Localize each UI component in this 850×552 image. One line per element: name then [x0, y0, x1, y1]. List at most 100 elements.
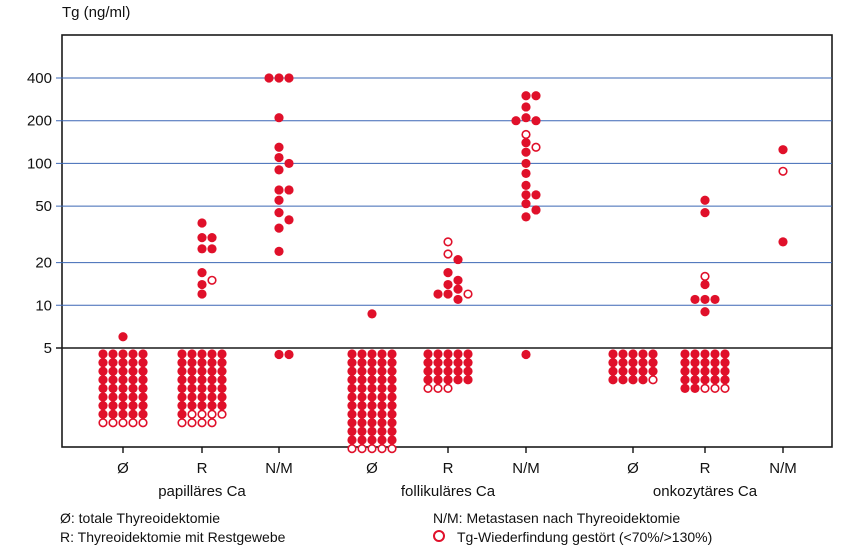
- below-5-point: [357, 392, 367, 402]
- below-5-point: [377, 349, 387, 359]
- data-point: [531, 91, 541, 101]
- below-5-disturbed-point: [387, 444, 397, 454]
- below-5-point: [118, 375, 128, 385]
- below-5-point: [443, 358, 453, 368]
- below-5-point: [138, 349, 148, 359]
- below-5-point: [197, 383, 207, 393]
- below-5-point: [377, 375, 387, 385]
- below-5-point: [357, 375, 367, 385]
- data-point: [453, 294, 463, 305]
- data-point: [521, 147, 531, 157]
- below-5-point: [700, 349, 710, 359]
- below-5-point: [108, 375, 118, 385]
- data-point: [274, 185, 284, 195]
- data-point: [521, 138, 531, 148]
- below-5-point: [720, 375, 730, 385]
- hollow-circle-icon: [433, 530, 445, 542]
- below-5-point: [700, 358, 710, 368]
- below-5-point: [387, 418, 397, 428]
- below-5-point: [347, 435, 357, 445]
- below-5-point: [207, 401, 217, 411]
- below-5-point: [628, 366, 638, 376]
- below-5-point: [357, 383, 367, 393]
- below-5-point: [618, 366, 628, 376]
- below-5-point: [347, 366, 357, 376]
- below-5-point: [680, 375, 690, 385]
- group-label: papilläres Ca: [158, 483, 246, 500]
- below-5-point: [207, 383, 217, 393]
- x-tick-label: Ø: [366, 460, 378, 477]
- below-5-point: [720, 366, 730, 376]
- below-5-point: [638, 375, 648, 385]
- below-5-point: [177, 358, 187, 368]
- below-5-point: [118, 349, 128, 359]
- below-5-disturbed-point: [187, 418, 197, 428]
- data-point: [284, 349, 294, 360]
- data-point: [264, 73, 274, 83]
- data-point: [531, 116, 541, 126]
- data-point: [690, 294, 700, 305]
- below-5-point: [367, 435, 377, 445]
- below-5-point: [680, 366, 690, 376]
- disturbed-point: [700, 271, 710, 281]
- data-point: [453, 284, 463, 294]
- below-5-point: [377, 401, 387, 411]
- below-5-point: [98, 349, 108, 359]
- data-point: [453, 275, 463, 285]
- below-5-point: [377, 366, 387, 376]
- data-point: [274, 349, 284, 360]
- below-5-point: [138, 409, 148, 419]
- group-label: follikuläres Ca: [401, 483, 496, 500]
- below-5-point: [700, 366, 710, 376]
- below-5-point: [377, 418, 387, 428]
- below-5-point: [357, 401, 367, 411]
- below-5-point: [680, 383, 690, 393]
- data-point: [284, 158, 294, 169]
- below-5-point: [387, 401, 397, 411]
- below-5-point: [387, 375, 397, 385]
- below-5-point: [710, 349, 720, 359]
- y-tick-label: 5: [44, 340, 52, 357]
- data-point: [453, 254, 463, 265]
- data-point: [197, 233, 207, 243]
- below-5-point: [347, 426, 357, 436]
- below-5-point: [177, 366, 187, 376]
- below-5-point: [433, 349, 443, 359]
- y-tick-label: 400: [27, 70, 52, 87]
- data-point: [274, 152, 284, 163]
- below-5-point: [108, 401, 118, 411]
- below-5-point: [98, 392, 108, 402]
- below-5-point: [720, 358, 730, 368]
- below-5-point: [608, 349, 618, 359]
- below-5-point: [118, 383, 128, 393]
- below-5-point: [433, 366, 443, 376]
- data-point: [710, 294, 720, 305]
- below-5-point: [423, 358, 433, 368]
- data-point: [284, 185, 294, 195]
- below-5-point: [387, 383, 397, 393]
- below-5-point: [118, 401, 128, 411]
- below-5-point: [347, 409, 357, 419]
- data-point: [197, 267, 207, 278]
- below-5-point: [638, 358, 648, 368]
- below-5-point: [128, 375, 138, 385]
- below-5-point: [367, 358, 377, 368]
- below-5-point: [108, 383, 118, 393]
- below-5-point: [187, 392, 197, 402]
- below-5-point: [367, 375, 377, 385]
- below-5-point: [118, 358, 128, 368]
- below-5-point: [197, 366, 207, 376]
- below-5-point: [207, 375, 217, 385]
- below-5-disturbed-point: [367, 444, 377, 454]
- below-5-point: [387, 349, 397, 359]
- data-point: [207, 244, 217, 254]
- legend-rest: R: Thyreoidektomie mit Restgewebe: [60, 529, 286, 545]
- data-point: [207, 233, 217, 243]
- data-point: [521, 102, 531, 112]
- below-5-point: [217, 349, 227, 359]
- below-5-point: [177, 401, 187, 411]
- below-5-point: [463, 366, 473, 376]
- below-5-point: [187, 375, 197, 385]
- below-5-point: [367, 401, 377, 411]
- legend-ectomy: Ø: totale Thyreoidektomie: [60, 510, 221, 526]
